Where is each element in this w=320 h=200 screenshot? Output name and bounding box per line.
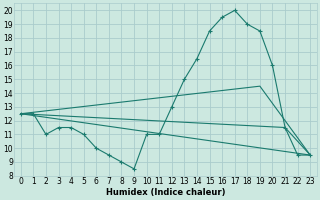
X-axis label: Humidex (Indice chaleur): Humidex (Indice chaleur) [106,188,225,197]
